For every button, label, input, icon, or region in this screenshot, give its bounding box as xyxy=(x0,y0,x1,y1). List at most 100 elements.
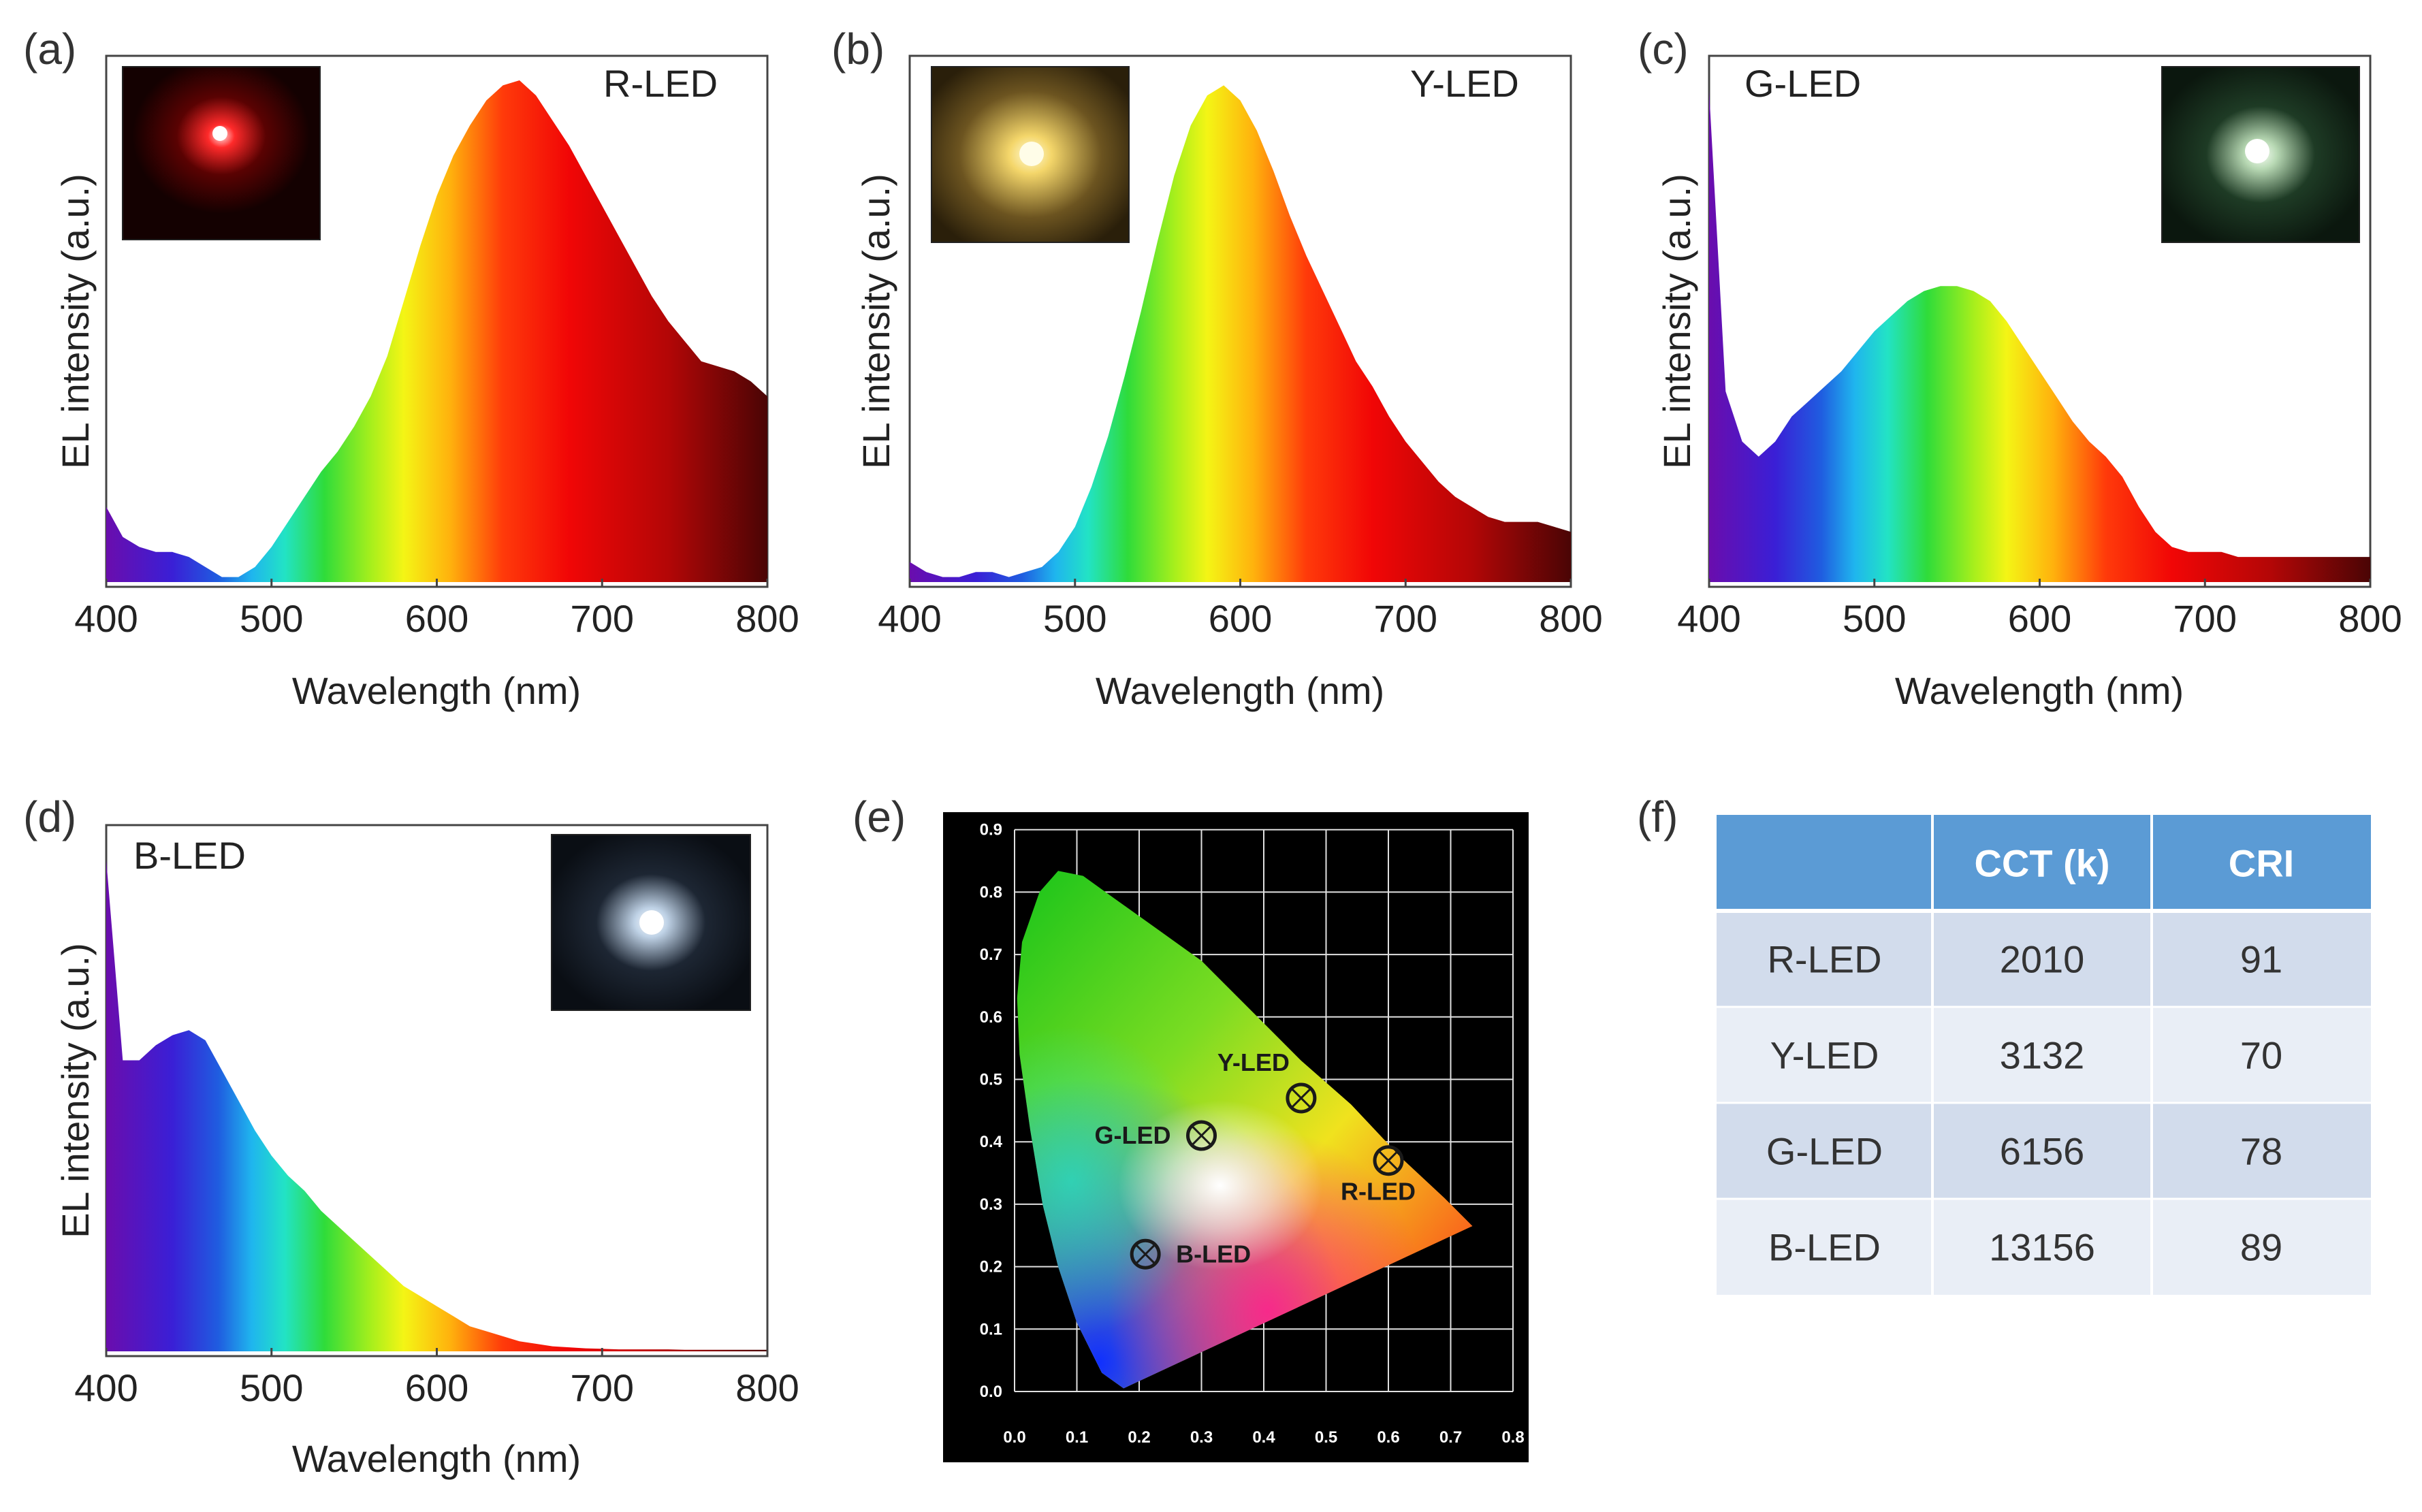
x-axis-label: Wavelength (nm) xyxy=(1096,669,1384,712)
cie-point: B-LED xyxy=(1130,1238,1251,1270)
panel-c: (c) G-LED EL intensity (a.u.) Wavelength… xyxy=(1638,25,2402,712)
y-axis-label: EL intensity (a.u.) xyxy=(54,943,97,1238)
table-cell: R-LED xyxy=(1767,938,1881,981)
x-axis-label: Wavelength (nm) xyxy=(1895,669,2184,712)
x-tick-label: 800 xyxy=(2338,597,2402,640)
table-cell: Y-LED xyxy=(1770,1034,1879,1077)
y-tick-label: 0.0 xyxy=(980,1383,1002,1401)
y-tick-label: 0.4 xyxy=(980,1133,1003,1151)
table-cell: 2010 xyxy=(2000,938,2085,981)
panel-a: (a) R-LED EL intensity (a.u.) Wavelength… xyxy=(23,25,799,712)
cie-tick-labels: 0.0 0.1 0.2 0.3 0.4 0.5 0.6 0.7 0.8 0.0 0.1 0.2 0.3 0… xyxy=(980,821,1525,1447)
x-tick-label: 600 xyxy=(405,597,468,640)
panel-d: (d) B-LED EL intensity (a.u.) Wavelength… xyxy=(23,792,799,1480)
x-tick-label: 400 xyxy=(74,1366,138,1409)
panel-e: (e) 0.0 0.1 0.2 0.3 0.4 0.5 0.6 0.7 0.8 0.0 0.1 0.2… xyxy=(853,792,1529,1462)
led-photo-inset xyxy=(2161,66,2360,243)
spectrum-area xyxy=(106,859,767,1351)
x-tick-label: 400 xyxy=(878,597,941,640)
table-row xyxy=(1717,911,2371,1007)
led-label: G-LED xyxy=(1744,62,1861,105)
x-tick-label: 400 xyxy=(74,597,138,640)
x-axis-label: Wavelength (nm) xyxy=(292,1437,581,1480)
table-header-cell: CRI xyxy=(2229,842,2294,885)
y-tick-label: 0.7 xyxy=(980,946,1002,964)
x-tick-label: 0.5 xyxy=(1315,1428,1337,1447)
x-tick-label: 500 xyxy=(1843,597,1906,640)
table-cell: 6156 xyxy=(2000,1130,2085,1173)
table-cell: 91 xyxy=(2240,938,2282,981)
table-header-cell: CCT (k) xyxy=(1974,842,2109,885)
y-tick-label: 0.6 xyxy=(980,1008,1002,1027)
x-tick-label: 800 xyxy=(1539,597,1602,640)
cie-point: G-LED xyxy=(1095,1120,1217,1151)
panel-letter: (b) xyxy=(831,25,885,74)
panel-f: (f) CCT (k) CRI R-LED 2010 91 Y-LED 3132 70 G-LE… xyxy=(1637,792,2371,1295)
table-row xyxy=(1717,1199,2371,1295)
y-tick-label: 0.9 xyxy=(980,821,1002,839)
table-cell: 78 xyxy=(2240,1130,2282,1173)
cie-point-label: B-LED xyxy=(1176,1240,1251,1268)
cie-point: R-LED xyxy=(1341,1145,1416,1206)
x-tick-label: 400 xyxy=(1677,597,1740,640)
x-tick-label: 700 xyxy=(1374,597,1437,640)
y-tick-label: 0.1 xyxy=(980,1320,1002,1338)
x-tick-label: 0.0 xyxy=(1003,1428,1025,1447)
y-tick-label: 0.3 xyxy=(980,1195,1002,1214)
y-axis-label: EL intensity (a.u.) xyxy=(54,174,97,469)
led-label: B-LED xyxy=(133,834,246,877)
panel-b: (b) Y-LED EL intensity (a.u.) Wavelength… xyxy=(831,25,1603,712)
table-row xyxy=(1717,1103,2371,1199)
panel-letter: (a) xyxy=(23,25,76,74)
x-tick-label: 600 xyxy=(405,1366,468,1409)
table-cell: 70 xyxy=(2240,1034,2282,1077)
cie-point-label: Y-LED xyxy=(1217,1048,1290,1076)
table-cell: 3132 xyxy=(2000,1034,2085,1077)
x-tick-label: 500 xyxy=(240,597,303,640)
x-tick-label: 700 xyxy=(2173,597,2237,640)
table-cell: 13156 xyxy=(1989,1226,2095,1269)
table-cell: B-LED xyxy=(1768,1226,1881,1269)
x-tick-label: 0.4 xyxy=(1252,1428,1275,1447)
panel-letter: (e) xyxy=(853,792,906,841)
x-tick-label: 500 xyxy=(240,1366,303,1409)
panel-letter: (d) xyxy=(23,792,76,841)
cct-cri-table: CCT (k) CRI R-LED 2010 91 Y-LED 3132 70 G-LED 615… xyxy=(1717,815,2371,1295)
y-tick-label: 0.2 xyxy=(980,1258,1002,1276)
y-axis-label: EL intensity (a.u.) xyxy=(1655,174,1698,469)
led-photo-inset xyxy=(931,66,1130,243)
panel-letter: (c) xyxy=(1638,25,1689,74)
x-tick-label: 600 xyxy=(2008,597,2071,640)
led-label: Y-LED xyxy=(1410,62,1519,105)
panel-letter: (f) xyxy=(1637,792,1678,841)
x-tick-label: 0.6 xyxy=(1377,1428,1399,1447)
y-tick-label: 0.5 xyxy=(980,1071,1002,1089)
table-header-row xyxy=(1717,815,2371,911)
cie-point: Y-LED xyxy=(1217,1048,1317,1114)
x-tick-label: 0.3 xyxy=(1190,1428,1213,1447)
x-tick-label: 0.7 xyxy=(1439,1428,1462,1447)
spectrum-area xyxy=(910,85,1571,582)
x-axis-label: Wavelength (nm) xyxy=(292,669,581,712)
cie-point-label: G-LED xyxy=(1095,1121,1171,1149)
x-tick-label: 700 xyxy=(571,1366,634,1409)
spectrum-area xyxy=(106,80,767,582)
x-tick-label: 0.8 xyxy=(1501,1428,1524,1447)
table-cell: G-LED xyxy=(1766,1130,1883,1173)
table-row xyxy=(1717,1007,2371,1103)
led-photo-inset xyxy=(551,834,751,1011)
y-tick-label: 0.8 xyxy=(980,883,1002,901)
x-tick-label: 800 xyxy=(735,597,799,640)
x-tick-label: 800 xyxy=(735,1366,799,1409)
spectrum-area xyxy=(1709,90,2370,582)
x-tick-label: 0.2 xyxy=(1128,1428,1150,1447)
led-photo-inset xyxy=(122,66,321,240)
x-tick-label: 0.1 xyxy=(1066,1428,1088,1447)
table-cell: 89 xyxy=(2240,1226,2282,1269)
led-label: R-LED xyxy=(603,62,718,105)
y-axis-label: EL intensity (a.u.) xyxy=(855,174,897,469)
cie-point-label: R-LED xyxy=(1341,1178,1416,1206)
x-tick-label: 700 xyxy=(571,597,634,640)
x-tick-label: 500 xyxy=(1043,597,1106,640)
